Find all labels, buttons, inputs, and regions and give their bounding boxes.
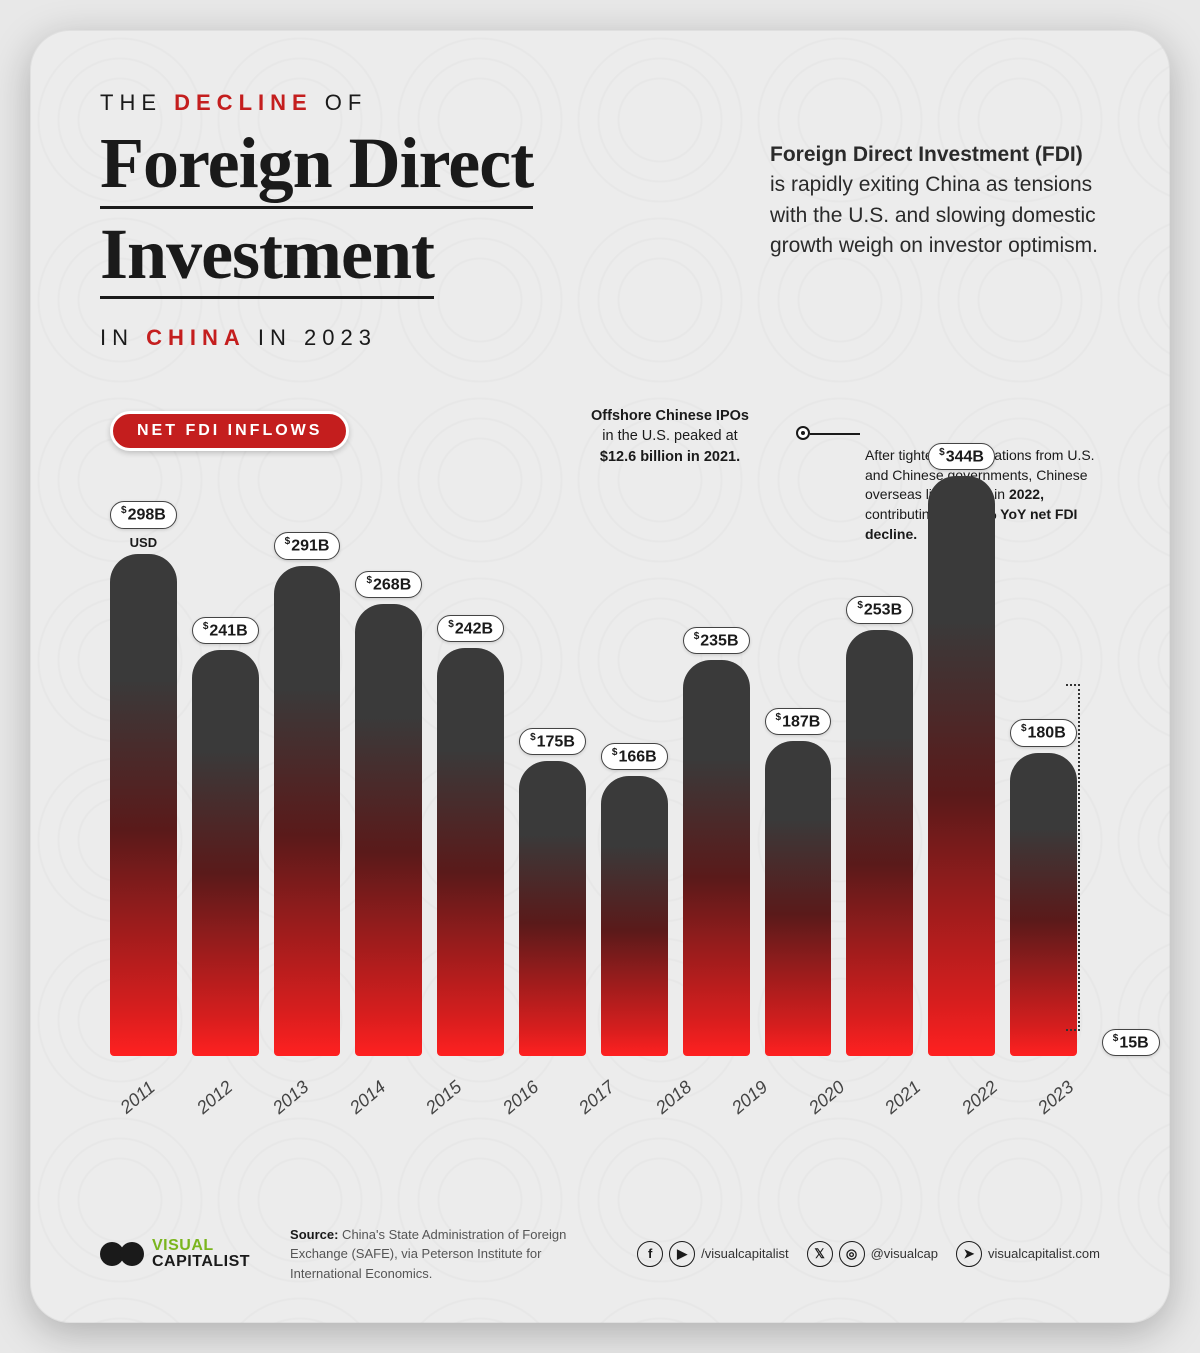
brand-logo: VISUAL CAPITALIST [100,1238,250,1270]
bar-value-label: $15B [1102,1029,1160,1056]
social-group-2: 𝕏 ◎ @visualcap [807,1241,938,1267]
ann-ipo-l1: Offshore Chinese IPOs [591,408,749,424]
bar [683,660,750,1056]
x-tick: 2019 [707,1055,799,1148]
usd-label: USD [130,535,157,550]
bar-value-label: $166B [601,743,668,770]
bracket-decline [1066,684,1080,1031]
infographic-card: THE DECLINE OF Foreign Direct Investment… [30,30,1170,1323]
facebook-icon: f [637,1241,663,1267]
annotation-connector [810,433,860,435]
logo-text: VISUAL CAPITALIST [152,1238,250,1270]
x-axis: 2011201220132014201520162017201820192020… [100,1066,1100,1136]
intro-text: Foreign Direct Investment (FDI) is rapid… [770,90,1100,262]
x-tick: 2023 [1013,1055,1105,1148]
bar-2020: $253B [846,596,913,1056]
sub-accent: CHINA [146,325,246,350]
bar-2018: $235B [683,627,750,1057]
bar-2019: $187B [765,708,832,1057]
x-tick: 2012 [171,1055,263,1148]
bar [437,648,504,1056]
bar [519,761,586,1056]
bar [601,776,668,1056]
x-icon: 𝕏 [807,1241,833,1267]
bar-value-label: $235B [683,627,750,654]
bar-2014: $268B [355,571,422,1056]
ann-ipo-l3: $12.6 billion in 2021. [600,449,740,465]
sub-eyebrow: IN CHINA IN 2023 [100,325,720,351]
bar-2012: $241B [192,617,259,1057]
bar [192,650,259,1056]
x-tick: 2018 [630,1055,722,1148]
bar-2017: $166B [601,743,668,1056]
social-group-1: f ▶ /visualcapitalist [637,1241,788,1267]
social-group-3: ➤ visualcapitalist.com [956,1241,1100,1267]
main-title: Foreign Direct Investment [100,126,720,307]
x-tick: 2017 [554,1055,646,1148]
bar-value-label: $268B [355,571,422,598]
bar [110,554,177,1056]
chart-area: NET FDI INFLOWS Offshore Chinese IPOs in… [100,416,1100,1136]
title-line1: Foreign Direct [100,126,533,209]
bar-2011: $298B USD [110,501,177,1056]
x-tick: 2013 [248,1055,340,1148]
footer: VISUAL CAPITALIST Source: China's State … [100,1225,1100,1284]
annotation-ipo: Offshore Chinese IPOs in the U.S. peaked… [560,406,780,467]
eyebrow-pre: THE [100,90,174,115]
social-handle-1: /visualcapitalist [701,1246,788,1261]
x-tick: 2020 [783,1055,875,1148]
bar-value-label: $241B [192,617,259,644]
logo-line1: VISUAL [152,1238,250,1254]
bar-value-label: $253B [846,596,913,623]
bar [355,604,422,1056]
annotation-dot-icon [796,426,810,440]
intro-bold: Foreign Direct Investment (FDI) [770,143,1083,166]
bar [928,476,995,1056]
title-line2: Investment [100,217,434,300]
x-tick: 2011 [95,1055,187,1148]
bar [846,630,913,1057]
x-tick: 2022 [937,1055,1029,1148]
source-text: Source: China's State Administration of … [290,1225,570,1284]
bar-2013: $291B [274,532,341,1056]
bar [274,566,341,1057]
chart-badge: NET FDI INFLOWS [110,411,349,451]
eyebrow-accent: DECLINE [174,90,313,115]
youtube-icon: ▶ [669,1241,695,1267]
bar-value-label: $175B [519,728,586,755]
cursor-icon: ➤ [956,1241,982,1267]
bar [765,741,832,1056]
logo-line2: CAPITALIST [152,1254,250,1270]
bar-2015: $242B [437,615,504,1056]
x-tick: 2016 [477,1055,569,1148]
bar-2021: $344B [928,443,995,1056]
x-tick: 2015 [401,1055,493,1148]
intro-rest: is rapidly exiting China as tensions wit… [770,173,1098,257]
bar-value-label: $187B [765,708,832,735]
bar-value-label: $291B [274,532,341,559]
sub-post: IN 2023 [246,325,377,350]
x-tick: 2021 [860,1055,952,1148]
header: THE DECLINE OF Foreign Direct Investment… [100,90,1100,351]
instagram-icon: ◎ [839,1241,865,1267]
social-url: visualcapitalist.com [988,1246,1100,1261]
title-block: THE DECLINE OF Foreign Direct Investment… [100,90,720,351]
bar-value-label: $344B [928,443,995,470]
x-tick: 2014 [324,1055,416,1148]
social-handle-2: @visualcap [871,1246,938,1261]
bar-2016: $175B [519,728,586,1056]
bar-value-label: $298B [110,501,177,528]
bars-container: $298B USD $241B $291B $268B $242B $175B $166B $2… [100,476,1100,1056]
eyebrow-post: OF [313,90,368,115]
bar-value-label: $242B [437,615,504,642]
source-label: Source: [290,1227,338,1242]
logo-icon [100,1238,144,1270]
eyebrow: THE DECLINE OF [100,90,720,116]
ann-ipo-l2: in the U.S. peaked at [602,428,737,444]
sub-pre: IN [100,325,146,350]
socials: f ▶ /visualcapitalist 𝕏 ◎ @visualcap ➤ v… [637,1241,1100,1267]
